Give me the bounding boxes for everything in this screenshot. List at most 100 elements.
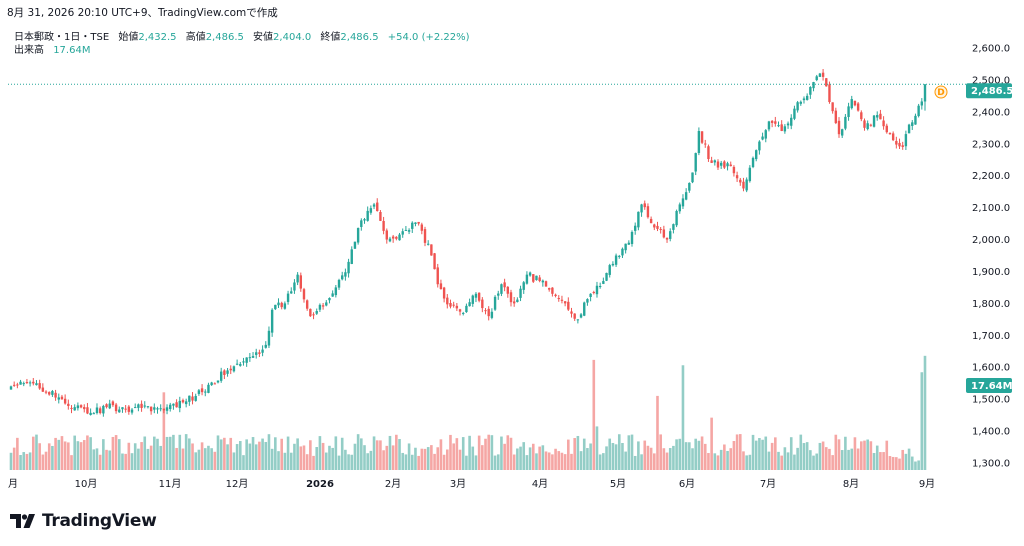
candle — [570, 307, 573, 318]
candle-body — [691, 172, 694, 183]
candle-body — [76, 405, 80, 409]
candle-body — [500, 284, 503, 294]
candle — [847, 102, 850, 121]
price-axis[interactable]: 2,600.0 2,500.0 2,400.0 2,300.0 2,200.0 2,100… — [972, 44, 1010, 470]
volume-bar — [149, 445, 153, 470]
candle-body — [595, 285, 599, 295]
candle-body — [391, 236, 395, 239]
volume-bar — [758, 438, 761, 470]
volume-bar — [200, 442, 204, 470]
candle-body — [665, 237, 669, 240]
candle — [296, 272, 299, 286]
candle — [356, 227, 360, 245]
candle — [229, 365, 232, 375]
candle — [73, 404, 76, 411]
volume-bar — [605, 446, 608, 470]
tradingview-logo[interactable]: TradingView — [10, 511, 157, 531]
volume-bar — [828, 448, 831, 470]
volume-bar — [707, 453, 710, 470]
candle — [274, 304, 277, 311]
candle — [98, 406, 102, 415]
volume-bar — [461, 437, 465, 470]
candle-body — [223, 370, 226, 375]
candle — [522, 281, 525, 294]
open-value: 2,432.5 — [138, 32, 177, 43]
candle-body — [751, 157, 755, 168]
volume-bar — [723, 444, 726, 470]
chart-caption: 8月 31, 2026 20:10 UTC+9、TradingView.comで… — [7, 7, 278, 19]
candle-body — [583, 302, 586, 316]
price-tick-label: 2,600.0 — [972, 44, 1010, 55]
candle-body — [331, 293, 334, 297]
volume-bar — [35, 434, 38, 470]
candle — [860, 110, 863, 122]
candle-body — [898, 142, 901, 147]
candle-body — [490, 311, 494, 318]
candle-body — [98, 408, 102, 414]
candle-body — [538, 277, 541, 282]
candle-body — [774, 121, 777, 124]
volume-bar — [700, 436, 704, 470]
volume-bar — [570, 453, 573, 470]
candle — [684, 188, 688, 201]
volume-bar — [891, 456, 895, 470]
candle-body — [748, 167, 752, 182]
candle — [165, 404, 169, 415]
candle — [621, 247, 624, 259]
candle-body — [796, 102, 799, 111]
candle — [911, 120, 914, 130]
candle — [633, 222, 637, 235]
candle-body — [818, 73, 822, 77]
candle-body — [675, 210, 678, 226]
candle-body — [872, 115, 876, 127]
candle-body — [729, 164, 732, 167]
candle-body — [643, 203, 646, 208]
candle — [866, 120, 869, 131]
candle-body — [704, 143, 707, 145]
candle — [662, 225, 666, 239]
dividend-marker[interactable]: D — [934, 85, 948, 99]
candle — [178, 396, 181, 413]
candle-body — [165, 407, 169, 411]
candle-body — [270, 309, 274, 333]
candle-body — [522, 282, 525, 290]
volume-bar — [853, 437, 857, 470]
candle-body — [54, 392, 57, 398]
candle — [767, 120, 771, 132]
candle — [226, 367, 229, 377]
volume-bar — [614, 444, 618, 470]
volume-bar — [637, 441, 640, 470]
volume-bar — [315, 447, 319, 470]
volume-bar — [910, 456, 914, 470]
candle — [739, 177, 742, 186]
volume-bar — [598, 454, 602, 470]
candle — [710, 156, 713, 164]
volume-bar — [28, 452, 32, 470]
candle-body — [248, 357, 252, 359]
volume-bar — [544, 451, 548, 470]
candle-body — [669, 231, 672, 239]
candle-body — [318, 304, 322, 310]
candle — [914, 113, 917, 125]
candle — [197, 388, 201, 396]
candle-body — [764, 130, 767, 139]
candle-body — [882, 120, 885, 127]
candle-body — [863, 120, 866, 128]
candle — [79, 404, 83, 409]
volume-bar — [277, 451, 280, 470]
candle-body — [468, 302, 471, 307]
volume-bar — [624, 451, 627, 470]
time-axis[interactable]: 月 10月 11月 12月 2026 2月 3月 4月 5月 6月 7月 8月 9月 — [8, 478, 935, 490]
symbol-label[interactable]: 日本郵政・1日・TSE — [14, 32, 110, 43]
price-tick-label: 2,000.0 — [972, 235, 1010, 246]
volume-bar — [95, 448, 99, 470]
candle-body — [688, 182, 691, 191]
candle — [121, 407, 124, 413]
candle — [551, 287, 554, 297]
candle — [146, 405, 150, 409]
candle — [755, 149, 758, 162]
candle-body — [519, 288, 522, 298]
volume-bar — [242, 455, 245, 470]
candle-body — [828, 84, 831, 103]
